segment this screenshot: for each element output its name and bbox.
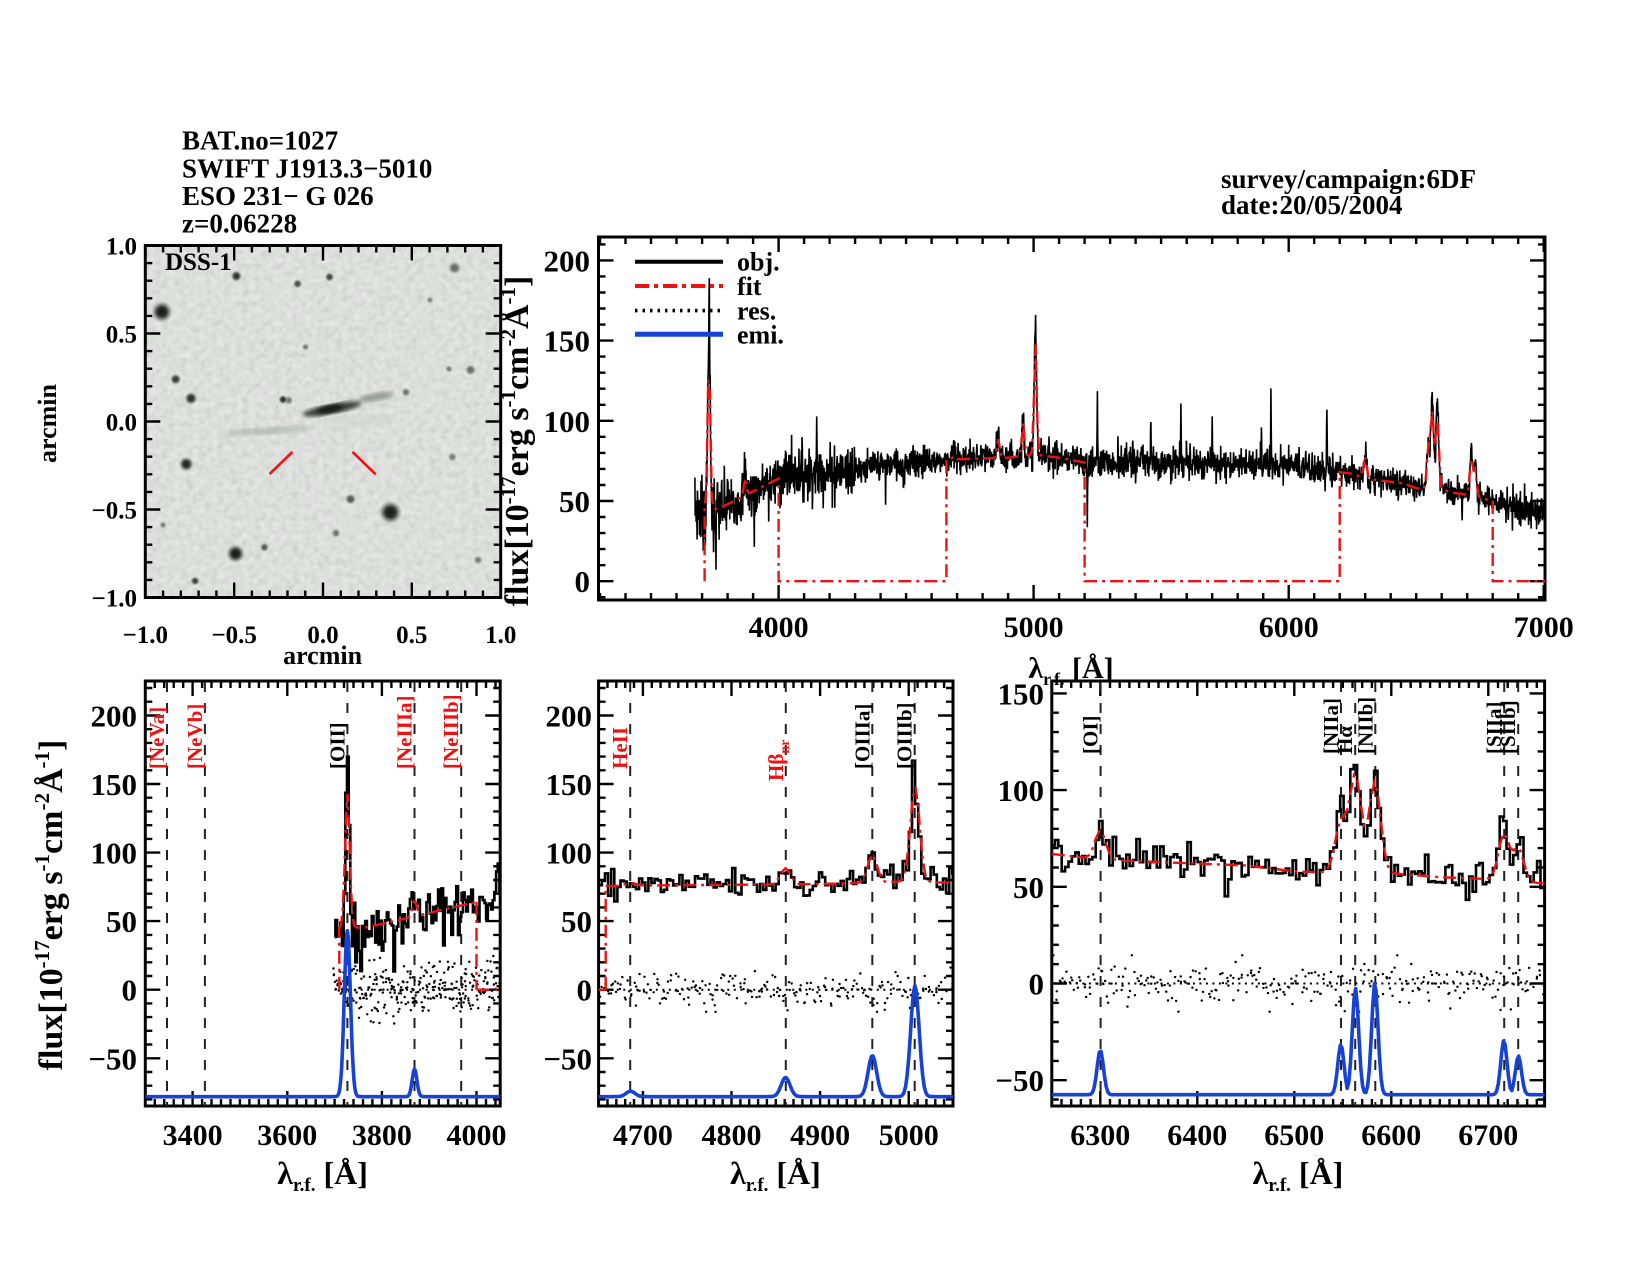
svg-text:arcmin: arcmin: [33, 383, 62, 462]
svg-text:[SIIa]: [SIIa]: [1482, 701, 1506, 754]
svg-text:−1.0: −1.0: [123, 622, 169, 649]
svg-text:λr.f. [Å]: λr.f. [Å]: [1253, 1155, 1344, 1196]
svg-text:100: 100: [91, 836, 138, 871]
svg-text:0.0: 0.0: [307, 622, 338, 649]
svg-text:0: 0: [575, 564, 591, 599]
svg-text:200: 200: [544, 243, 591, 278]
svg-text:[NeIIIa]: [NeIIIa]: [393, 696, 417, 770]
svg-text:date:20/05/2004: date:20/05/2004: [1221, 190, 1403, 220]
svg-text:0: 0: [1029, 967, 1045, 1002]
svg-text:[OII]: [OII]: [325, 722, 349, 769]
svg-text:arcmin: arcmin: [283, 641, 362, 670]
svg-text:3600: 3600: [257, 1119, 317, 1152]
svg-text:[NeIIIb]: [NeIIIb]: [439, 694, 463, 769]
svg-text:3800: 3800: [352, 1119, 412, 1152]
svg-text:[OI]: [OI]: [1079, 716, 1103, 755]
svg-text:0.5: 0.5: [106, 322, 137, 349]
svg-text:emi.: emi.: [737, 320, 784, 349]
svg-text:−50: −50: [543, 1041, 592, 1076]
svg-text:flux[10-17erg s-1cm-2Å-1]: flux[10-17erg s-1cm-2Å-1]: [496, 276, 536, 607]
svg-text:−1.0: −1.0: [92, 586, 138, 613]
svg-text:6300: 6300: [1070, 1119, 1130, 1152]
svg-text:6500: 6500: [1264, 1119, 1324, 1152]
svg-text:50: 50: [561, 904, 592, 939]
svg-text:−0.5: −0.5: [92, 498, 138, 525]
svg-text:6400: 6400: [1167, 1119, 1227, 1152]
svg-text:Hα: Hα: [1333, 726, 1357, 754]
svg-text:200: 200: [91, 699, 138, 734]
svg-text:5000: 5000: [1004, 611, 1064, 644]
svg-text:6700: 6700: [1458, 1119, 1518, 1152]
svg-text:4800: 4800: [702, 1119, 762, 1152]
svg-text:150: 150: [544, 324, 591, 359]
svg-text:7000: 7000: [1514, 611, 1574, 644]
svg-text:HeII: HeII: [608, 727, 632, 769]
svg-text:ESO 231− G 026: ESO 231− G 026: [182, 181, 374, 211]
svg-text:[OIIIa]: [OIIIa]: [850, 704, 874, 769]
svg-text:−0.5: −0.5: [211, 622, 257, 649]
svg-text:150: 150: [546, 767, 593, 802]
svg-text:4000: 4000: [447, 1119, 507, 1152]
svg-text:z=0.06228: z=0.06228: [182, 209, 297, 239]
svg-text:[NIIb]: [NIIb]: [1353, 697, 1377, 754]
svg-text:50: 50: [1013, 870, 1044, 905]
svg-text:obj.: obj.: [737, 248, 780, 277]
svg-text:[NeVa]: [NeVa]: [145, 707, 169, 769]
svg-text:100: 100: [544, 404, 591, 439]
svg-text:50: 50: [559, 484, 590, 519]
svg-text:[NeVb]: [NeVb]: [183, 704, 207, 769]
svg-text:res.: res.: [737, 297, 776, 326]
svg-text:0.5: 0.5: [396, 622, 427, 649]
svg-text:flux[10-17erg s-1cm-2Å-1]: flux[10-17erg s-1cm-2Å-1]: [30, 740, 70, 1071]
svg-text:λr.f. [Å]: λr.f. [Å]: [730, 1155, 821, 1196]
svg-text:50: 50: [106, 904, 137, 939]
svg-text:150: 150: [998, 676, 1045, 711]
svg-text:4900: 4900: [790, 1119, 850, 1152]
svg-text:200: 200: [546, 699, 593, 734]
svg-text:survey/campaign:6DF: survey/campaign:6DF: [1221, 164, 1476, 194]
svg-text:fit: fit: [737, 272, 762, 301]
svg-text:[SIIb]: [SIIb]: [1496, 700, 1520, 754]
svg-text:DSS-1: DSS-1: [165, 249, 232, 276]
svg-text:[NIIa]: [NIIa]: [1319, 698, 1343, 754]
svg-text:−50: −50: [995, 1063, 1044, 1098]
svg-text:6600: 6600: [1361, 1119, 1421, 1152]
svg-text:1.0: 1.0: [485, 622, 516, 649]
svg-text:4700: 4700: [613, 1119, 673, 1152]
svg-text:1.0: 1.0: [106, 234, 137, 261]
svg-text:100: 100: [546, 836, 593, 871]
svg-text:4000: 4000: [749, 611, 809, 644]
svg-text:0.0: 0.0: [106, 410, 137, 437]
svg-text:λr.f. [Å]: λr.f. [Å]: [277, 1155, 368, 1196]
svg-text:6000: 6000: [1259, 611, 1319, 644]
svg-text:0: 0: [577, 973, 593, 1008]
svg-text:BAT.no=1027: BAT.no=1027: [182, 126, 338, 156]
svg-text:0: 0: [122, 973, 138, 1008]
svg-text:100: 100: [998, 773, 1045, 808]
svg-text:150: 150: [91, 767, 138, 802]
svg-text:3400: 3400: [163, 1119, 223, 1152]
svg-text:5000: 5000: [879, 1119, 939, 1152]
svg-text:−50: −50: [88, 1041, 137, 1076]
svg-text:[OIIIb]: [OIIIb]: [893, 702, 917, 769]
svg-text:SWIFT J1913.3−5010: SWIFT J1913.3−5010: [182, 154, 432, 184]
